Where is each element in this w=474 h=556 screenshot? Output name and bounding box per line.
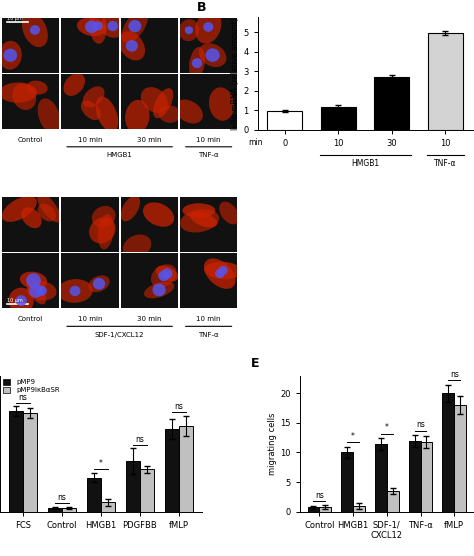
Bar bbox=[321, 107, 356, 130]
Text: ns: ns bbox=[18, 393, 27, 401]
Bar bbox=[179, 426, 193, 512]
Text: HMGB1: HMGB1 bbox=[351, 159, 379, 168]
Bar bbox=[267, 111, 302, 130]
Y-axis label: migrating cells: migrating cells bbox=[268, 413, 277, 475]
Text: TNF-α: TNF-α bbox=[198, 152, 219, 158]
Bar bbox=[23, 413, 36, 512]
Text: Control: Control bbox=[18, 137, 43, 143]
Y-axis label: IκBα mRNA (relative amount): IκBα mRNA (relative amount) bbox=[231, 17, 240, 130]
Bar bbox=[375, 444, 387, 512]
Bar bbox=[308, 508, 319, 512]
Bar bbox=[9, 411, 23, 512]
Text: ns: ns bbox=[174, 403, 183, 411]
Bar bbox=[428, 33, 463, 130]
Text: *: * bbox=[351, 432, 355, 441]
Text: TNF-α: TNF-α bbox=[434, 159, 456, 168]
Text: HMGB1: HMGB1 bbox=[107, 152, 133, 158]
Bar bbox=[126, 461, 140, 512]
Bar bbox=[387, 491, 399, 512]
Legend: pMP9, pMP9IκBαSR: pMP9, pMP9IκBαSR bbox=[3, 379, 60, 393]
Text: 10 min: 10 min bbox=[78, 316, 102, 322]
Text: B: B bbox=[197, 2, 206, 14]
Bar bbox=[62, 508, 75, 512]
Text: TNF-α: TNF-α bbox=[198, 331, 219, 337]
Bar bbox=[87, 478, 101, 512]
Text: *: * bbox=[99, 459, 103, 468]
Bar bbox=[420, 442, 432, 512]
Text: ns: ns bbox=[450, 370, 459, 379]
Text: SDF-1/CXCL12: SDF-1/CXCL12 bbox=[95, 331, 145, 337]
Text: *: * bbox=[385, 424, 389, 433]
Bar bbox=[442, 394, 454, 512]
Text: 30 min: 30 min bbox=[137, 316, 162, 322]
Text: 30 min: 30 min bbox=[137, 137, 162, 143]
Bar bbox=[319, 507, 331, 512]
Bar bbox=[48, 508, 62, 512]
Bar bbox=[341, 453, 353, 512]
Text: min: min bbox=[248, 137, 263, 147]
Text: 10 min: 10 min bbox=[78, 137, 102, 143]
Text: ns: ns bbox=[57, 494, 66, 503]
Bar bbox=[101, 503, 115, 512]
Text: Control: Control bbox=[18, 316, 43, 322]
Bar bbox=[140, 469, 154, 512]
Text: ns: ns bbox=[315, 491, 324, 500]
Text: E: E bbox=[251, 358, 259, 370]
Text: 10 min: 10 min bbox=[196, 137, 221, 143]
Text: 10 min: 10 min bbox=[196, 316, 221, 322]
Bar bbox=[165, 429, 179, 512]
Text: ns: ns bbox=[416, 420, 425, 429]
Bar bbox=[454, 405, 466, 512]
Bar bbox=[409, 441, 420, 512]
Bar bbox=[353, 505, 365, 512]
Text: ns: ns bbox=[136, 435, 145, 444]
Bar bbox=[374, 77, 409, 130]
